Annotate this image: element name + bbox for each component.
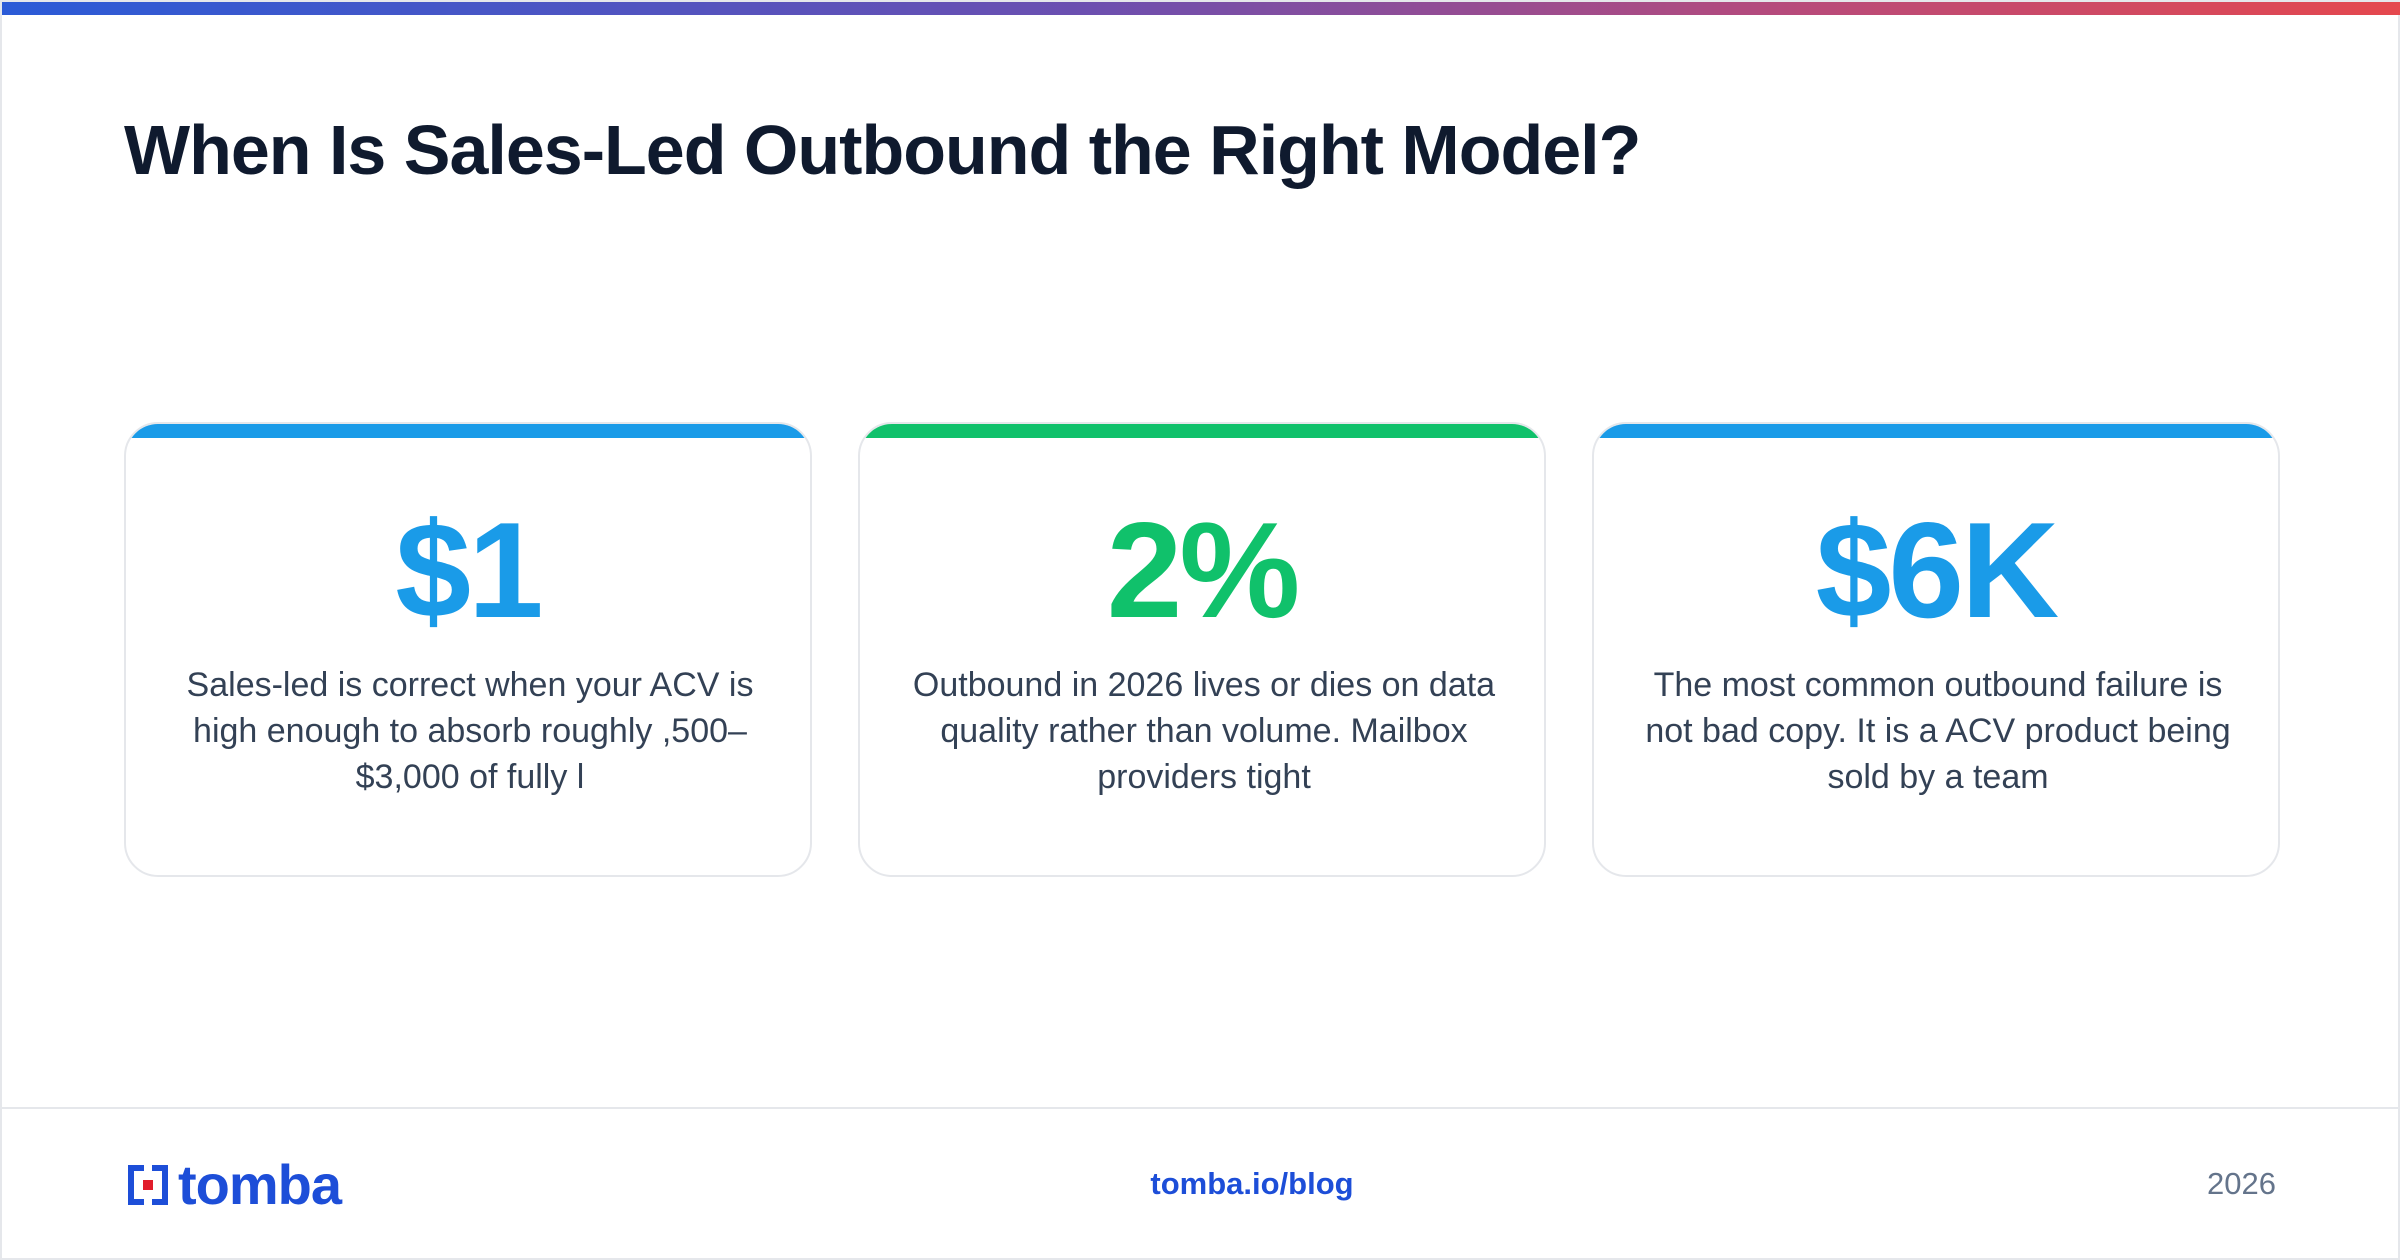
footer-year: 2026 <box>2207 1166 2276 1201</box>
footer-divider <box>2 1107 2400 1109</box>
card-accent-bar <box>126 424 810 438</box>
stat-card-1: $1 Sales-led is correct when your ACV is… <box>124 422 812 877</box>
stat-cards: $1 Sales-led is correct when your ACV is… <box>124 422 2280 877</box>
card-accent-bar <box>1594 424 2278 438</box>
card-stat-value: 2% <box>1106 494 1301 646</box>
tomba-logo[interactable]: tomba <box>124 1153 342 1216</box>
top-gradient-bar <box>2 2 2400 15</box>
card-description: The most common outbound failure is not … <box>1645 666 2231 796</box>
page-title: When Is Sales-Led Outbound the Right Mod… <box>124 111 1641 189</box>
card-stat-value: $6K <box>1815 494 2060 646</box>
card-description: Outbound in 2026 lives or dies on data q… <box>912 666 1496 796</box>
logo-text: tomba <box>178 1153 342 1216</box>
card-accent-bar <box>860 424 1544 438</box>
tomba-logo-icon <box>124 1161 172 1209</box>
card-stat-value: $1 <box>395 494 543 646</box>
card-description: Sales-led is correct when your ACV is hi… <box>186 666 754 796</box>
blog-link[interactable]: tomba.io/blog <box>1150 1166 1354 1201</box>
stat-card-3: $6K The most common outbound failure is … <box>1592 422 2280 877</box>
stat-card-2: 2% Outbound in 2026 lives or dies on dat… <box>858 422 1546 877</box>
